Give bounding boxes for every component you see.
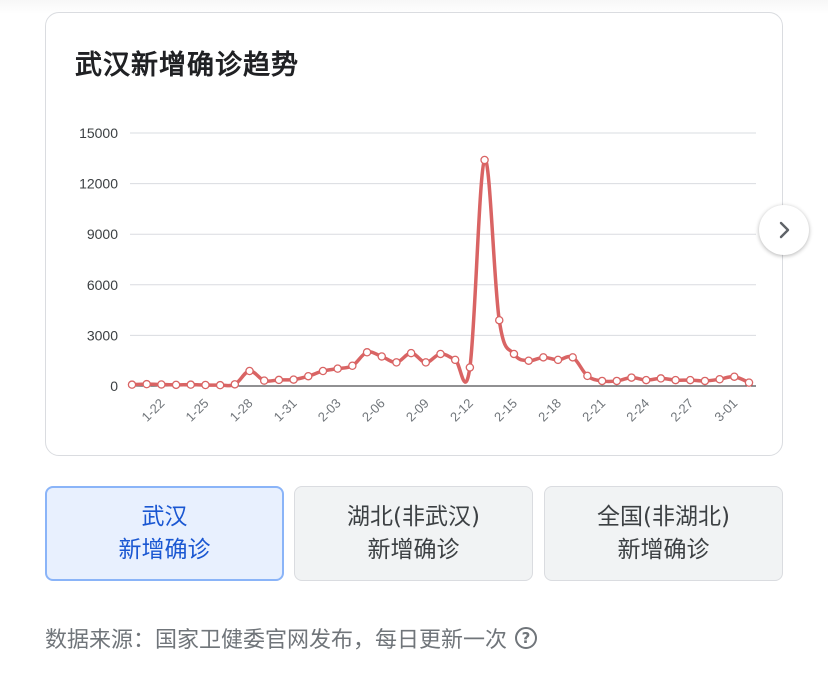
- x-tick-label: 3-01: [711, 396, 740, 425]
- y-tick-label: 9000: [87, 226, 118, 242]
- data-point: [377, 352, 386, 361]
- region-button-wuhan[interactable]: 武汉 新增确诊: [45, 486, 284, 581]
- data-point: [127, 380, 137, 389]
- trend-card: 0 3000 6000 9000 12000 15000 1-22 1-25 1-28 1-31 2…: [45, 12, 783, 456]
- x-tick-label: 2-27: [667, 396, 696, 425]
- region-button-line2: 新增确诊: [367, 536, 460, 563]
- data-source-text: 数据来源：国家卫健委官网发布，每日更新一次: [45, 628, 508, 653]
- data-point: [539, 353, 548, 362]
- data-point: [744, 378, 754, 387]
- data-point: [406, 348, 416, 358]
- x-tick-label: 2-09: [403, 396, 432, 425]
- x-tick-label: 1-28: [227, 396, 256, 425]
- data-point: [671, 375, 680, 385]
- y-tick-label: 12000: [79, 176, 118, 192]
- data-point: [157, 380, 166, 389]
- data-point: [730, 372, 739, 381]
- x-tick-label: 1-22: [138, 396, 167, 425]
- data-point: [656, 374, 666, 383]
- data-point: [333, 364, 342, 373]
- region-button-line2: 新增确诊: [617, 536, 710, 563]
- data-point: [509, 349, 519, 359]
- data-point: [641, 375, 651, 385]
- x-tick-label: 2-03: [315, 396, 344, 425]
- region-selector: 武汉 新增确诊 湖北(非武汉) 新增确诊 全国(非湖北) 新增确诊: [45, 486, 783, 581]
- data-point: [465, 363, 475, 372]
- region-button-line2: 新增确诊: [118, 536, 211, 563]
- data-point: [421, 358, 431, 367]
- region-button-national[interactable]: 全国(非湖北) 新增确诊: [544, 486, 783, 581]
- data-point: [142, 379, 151, 389]
- next-chart-button[interactable]: [759, 205, 809, 255]
- data-point: [201, 380, 210, 390]
- data-point: [436, 349, 445, 359]
- top-fade: [0, 0, 828, 14]
- data-point: [171, 380, 181, 390]
- region-button-line1: 全国(非湖北): [597, 503, 730, 530]
- data-point: [524, 356, 533, 365]
- y-tick-label: 3000: [87, 327, 118, 343]
- data-point: [715, 375, 724, 384]
- data-point: [230, 380, 240, 389]
- y-tick-label: 6000: [87, 277, 118, 293]
- help-icon[interactable]: ?: [515, 627, 538, 649]
- data-point: [597, 376, 607, 386]
- data-source: 数据来源：国家卫健委官网发布，每日更新一次 ?: [45, 622, 538, 654]
- data-point: [627, 373, 636, 382]
- data-point: [553, 355, 563, 365]
- data-point: [480, 155, 489, 165]
- chevron-right-icon: [779, 221, 790, 239]
- data-point: [348, 361, 357, 371]
- data-point: [215, 380, 225, 390]
- data-point: [685, 375, 695, 385]
- region-button-hubei[interactable]: 湖北(非武汉) 新增确诊: [294, 486, 533, 581]
- data-point: [318, 366, 328, 376]
- data-point: [392, 358, 401, 367]
- trend-chart: 0 3000 6000 9000 12000 15000 1-22 1-25 1-28 1-31 2…: [79, 125, 756, 425]
- data-point: [186, 380, 196, 389]
- x-tick-label: 1-25: [183, 396, 212, 425]
- chart-title: 武汉新增确诊趋势: [75, 50, 299, 81]
- data-point: [245, 366, 254, 376]
- x-tick-label: 2-21: [579, 396, 608, 425]
- data-point: [274, 375, 284, 385]
- data-point: [259, 376, 269, 385]
- x-tick-label: 2-06: [359, 396, 388, 425]
- x-tick-label: 2-12: [447, 396, 476, 425]
- data-point: [289, 375, 298, 384]
- y-tick-label: 15000: [79, 125, 118, 141]
- y-tick-label: 0: [110, 378, 118, 394]
- data-point: [700, 376, 710, 386]
- data-point: [450, 355, 460, 365]
- data-point: [495, 315, 504, 325]
- data-point: [583, 371, 592, 381]
- data-point: [304, 371, 313, 381]
- data-point: [362, 348, 372, 357]
- x-tick-label: 2-24: [623, 396, 652, 425]
- data-point: [612, 376, 622, 386]
- x-tick-label: 2-18: [535, 396, 564, 425]
- region-button-line1: 武汉: [141, 503, 188, 530]
- x-tick-label: 2-15: [491, 396, 520, 425]
- x-tick-label: 1-31: [271, 396, 300, 425]
- region-button-line1: 湖北(非武汉): [347, 503, 480, 530]
- data-point: [568, 353, 577, 362]
